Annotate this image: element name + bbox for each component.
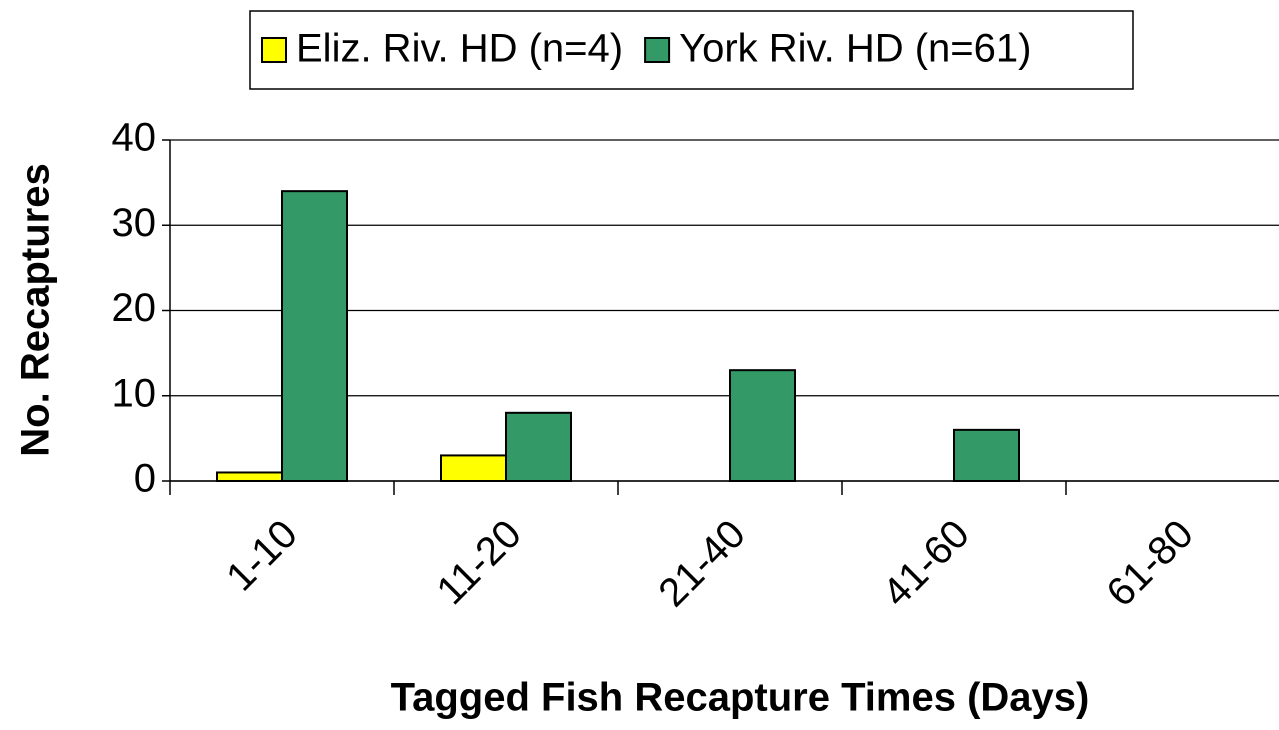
x-tick-label: 11-20: [428, 512, 529, 613]
y-tick-label: 30: [112, 201, 157, 245]
legend-label: York Riv. HD (n=61): [679, 27, 1031, 71]
y-tick-label: 10: [112, 371, 157, 415]
x-tick-label: 1-10: [218, 512, 306, 600]
x-tick-label: 61-80: [1098, 512, 1201, 615]
legend-box: [249, 10, 1134, 90]
bar: [953, 428, 1020, 483]
y-tick-label: 0: [134, 457, 156, 501]
bar: [440, 454, 507, 482]
x-axis-label: Tagged Fish Recapture Times (Days): [391, 676, 1090, 720]
y-tick-label: 40: [112, 116, 157, 160]
legend-label: Eliz. Riv. HD (n=4): [296, 27, 623, 71]
bar: [281, 190, 348, 482]
legend-swatch: [644, 37, 671, 63]
legend-swatch: [261, 37, 287, 63]
bar: [729, 369, 796, 482]
x-tick-label: 41-60: [874, 512, 977, 615]
bar: [216, 471, 283, 483]
bar: [505, 411, 572, 482]
x-tick-label: 21-40: [650, 512, 753, 615]
y-tick-label: 20: [112, 286, 157, 330]
y-axis-label: No. Recaptures: [14, 163, 58, 456]
